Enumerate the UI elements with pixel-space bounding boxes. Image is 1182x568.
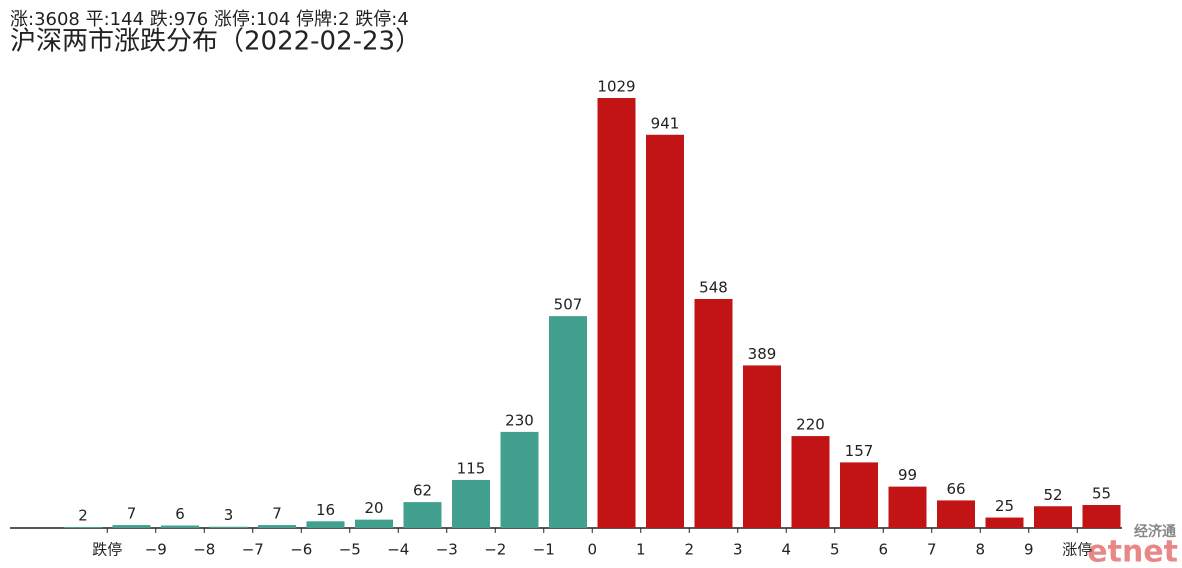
x-tick-label: −2 [484, 541, 506, 559]
value-label: 7 [272, 505, 282, 523]
x-tick-label: −4 [387, 541, 409, 559]
x-tick-label: −9 [145, 541, 167, 559]
value-label: 157 [845, 442, 874, 460]
x-tick-label: 4 [781, 541, 791, 559]
bar [646, 134, 684, 528]
value-label: 52 [1043, 486, 1062, 504]
bar [209, 526, 248, 528]
value-label: 115 [457, 459, 486, 477]
value-label: 1029 [597, 78, 635, 96]
bar [985, 517, 1024, 528]
value-label: 55 [1092, 485, 1111, 503]
x-tick-label: 5 [830, 541, 840, 559]
x-tick-label: 涨停 [1062, 541, 1092, 559]
bar [161, 525, 199, 528]
value-label: 7 [127, 505, 137, 523]
watermark-bottom: etnet [1087, 535, 1178, 568]
value-label: 6 [175, 505, 185, 523]
value-label: 99 [898, 466, 917, 484]
value-label: 230 [505, 411, 534, 429]
x-tick-label: 7 [927, 541, 937, 559]
bar [1034, 506, 1072, 528]
value-label: 62 [413, 482, 432, 500]
bar [549, 316, 587, 528]
value-label: 941 [651, 114, 680, 132]
bar [500, 431, 539, 528]
bar [452, 479, 490, 528]
x-tick-label: −1 [533, 541, 555, 559]
value-label: 548 [699, 279, 728, 297]
value-label: 389 [748, 345, 777, 363]
x-tick-label: 3 [733, 541, 743, 559]
x-tick-label: −8 [193, 541, 215, 559]
bar [937, 500, 975, 528]
bar [355, 519, 393, 528]
bar [258, 525, 296, 528]
bar [64, 527, 102, 528]
x-tick-label: −3 [436, 541, 458, 559]
x-tick-label: −6 [290, 541, 312, 559]
watermark-top: 经济通 [1134, 523, 1176, 540]
bar [1082, 505, 1121, 528]
bar [840, 462, 878, 528]
bar [888, 486, 927, 528]
x-tick-label: −5 [339, 541, 361, 559]
x-tick-label: 8 [975, 541, 985, 559]
chart-title: 沪深两市涨跌分布（2022-02-23） [10, 27, 421, 57]
x-tick-label: 跌停 [92, 541, 122, 559]
value-label: 20 [364, 499, 383, 517]
bar [597, 98, 636, 528]
x-tick-label: 1 [636, 541, 646, 559]
value-label: 66 [946, 480, 965, 498]
bar [791, 436, 830, 528]
x-tick-label: 2 [684, 541, 694, 559]
bar [112, 525, 151, 528]
bar [306, 521, 345, 528]
x-tick-label: 0 [587, 541, 597, 559]
bar [403, 502, 442, 528]
x-tick-label: −7 [242, 541, 264, 559]
x-tick-label: 9 [1024, 541, 1034, 559]
bar [743, 365, 781, 528]
x-tick-label: 6 [878, 541, 888, 559]
value-label: 16 [316, 501, 335, 519]
value-label: 507 [554, 296, 583, 314]
bar [694, 299, 733, 528]
value-label: 25 [995, 497, 1014, 515]
chart-subtitle: 涨:3608 平:144 跌:976 涨停:104 停牌:2 跌停:4 [10, 9, 409, 30]
value-label: 3 [224, 506, 234, 524]
value-label: 2 [78, 507, 88, 525]
value-label: 220 [796, 416, 825, 434]
